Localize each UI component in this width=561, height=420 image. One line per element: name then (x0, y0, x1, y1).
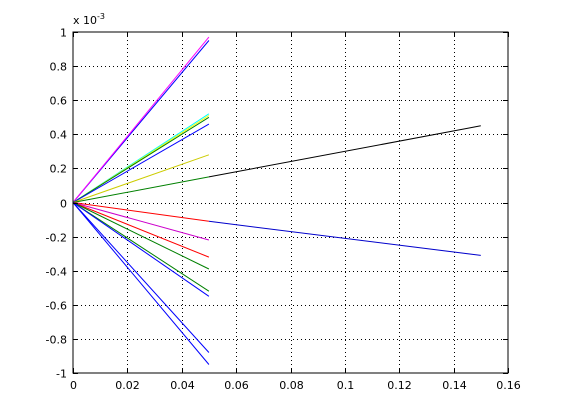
plot-frame (72, 31, 509, 374)
series-line-18 (72, 202, 210, 365)
series-line-10 (72, 202, 209, 222)
y-tick-label: 0.4 (50, 129, 68, 142)
plot-background (73, 32, 508, 373)
series-line-2 (72, 36, 210, 203)
y-tick-label: -0.4 (46, 266, 67, 279)
series-line-17 (72, 202, 210, 353)
x-tick-label: 0.1 (337, 379, 355, 392)
series-line-13 (72, 202, 210, 258)
y-tick-label: -0.6 (46, 300, 67, 313)
series-line-12 (72, 202, 210, 241)
x-tick-label: 0.14 (442, 379, 467, 392)
x-tick-label: 0.02 (115, 379, 140, 392)
series-line-15 (72, 202, 210, 292)
series-line-11 (208, 220, 481, 256)
x-tick-label: 0.12 (387, 379, 412, 392)
series-line-8 (72, 176, 209, 203)
y-tick-label: 0.2 (50, 163, 68, 176)
y-tick-label: 0.8 (50, 61, 68, 74)
x-tick-label: 0.06 (224, 379, 249, 392)
series-line-5 (72, 116, 210, 203)
x-tick-label: 0.04 (170, 379, 195, 392)
ticks: 0 0.02 0.04 0.06 0.08 0.1 0.12 0.14 0.16 -1 -0.8 -0… (46, 27, 521, 393)
y-tick-label: 0.6 (50, 95, 68, 108)
series-line-9 (208, 125, 481, 178)
series-group (72, 36, 481, 365)
series-line-16 (72, 202, 210, 297)
x-tick-label: 0.16 (496, 379, 521, 392)
series-line-6 (72, 123, 210, 203)
y-tick-label: -0.2 (46, 232, 67, 245)
x-tick-label: 0.08 (279, 379, 304, 392)
y-tick-label: 1 (60, 27, 67, 40)
series-line-7 (72, 154, 210, 203)
series-line-14 (72, 202, 210, 270)
y-tick-label: -0.8 (46, 334, 67, 347)
x-tick-label: 0 (70, 379, 77, 392)
y-exponent-label: x 10-3 (73, 12, 105, 27)
y-tick-label: -1 (56, 368, 67, 381)
y-tick-label: 0 (60, 198, 67, 211)
